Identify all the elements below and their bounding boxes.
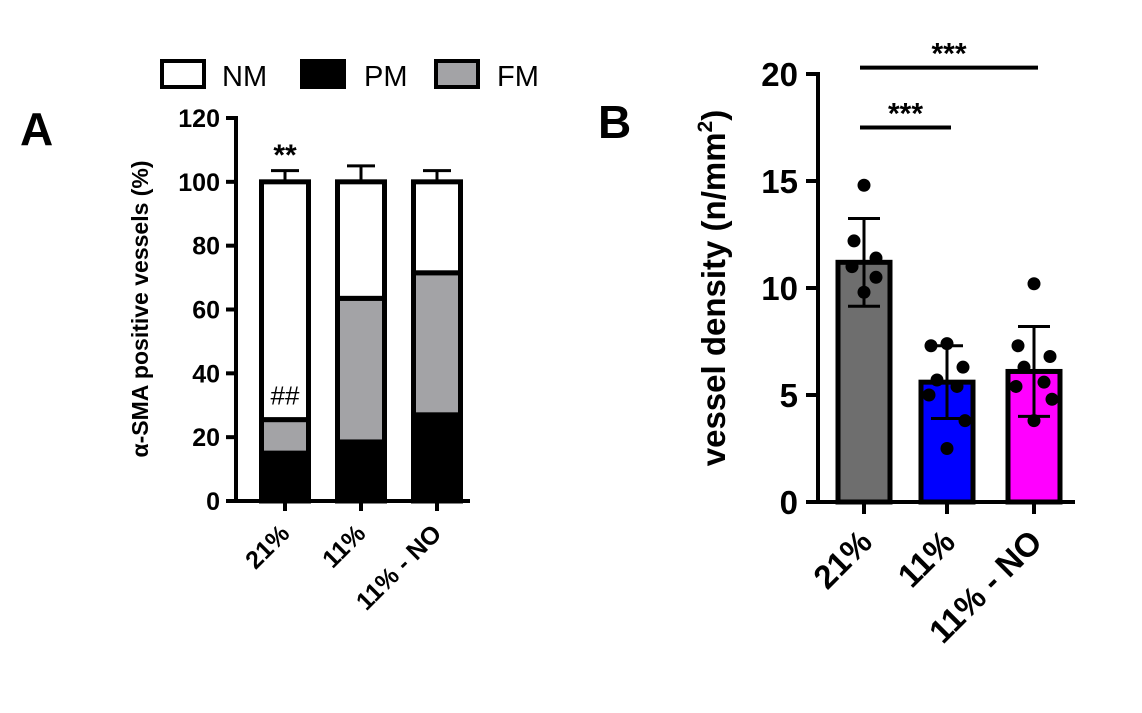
y-tick-label-a: 100	[178, 169, 220, 197]
bar-segment-pm	[259, 450, 311, 504]
data-point-b	[1027, 277, 1041, 291]
data-point-b	[1009, 379, 1023, 393]
legend-swatch-fm	[434, 59, 480, 89]
data-point-b	[1017, 360, 1031, 374]
data-point-b	[1043, 349, 1057, 363]
data-point-b	[869, 251, 883, 265]
y-axis-label-b-sup: 2	[694, 121, 717, 133]
data-point-b	[958, 414, 972, 428]
data-point-b	[930, 373, 944, 387]
y-tick-label-b: 5	[780, 377, 798, 414]
annotation-a: **	[273, 139, 297, 172]
y-tick-label-a: 40	[192, 360, 220, 388]
data-point-b	[940, 337, 954, 351]
y-axis-label-a: α-SMA positive vessels (%)	[127, 160, 153, 457]
bar-segment-pm	[335, 439, 387, 504]
panel-a-letter: A	[20, 103, 53, 155]
x-tick-label-a: 21%	[240, 519, 295, 574]
bar-segment-fm	[335, 295, 387, 445]
significance-label: ***	[931, 38, 966, 71]
x-tick-label-b: 11%	[890, 523, 962, 595]
y-tick-label-a: 120	[178, 105, 220, 133]
bar-segment-fm	[411, 270, 463, 418]
data-point-b	[847, 234, 861, 248]
bar-segment-nm	[411, 179, 463, 276]
legend-swatch-nm	[160, 59, 206, 89]
significance-label: ***	[888, 98, 923, 131]
data-point-b	[922, 388, 936, 402]
legend-label-pm: PM	[364, 61, 408, 93]
y-tick-label-b: 0	[780, 484, 798, 521]
data-point-b	[956, 360, 970, 374]
data-point-b	[1045, 392, 1059, 406]
bar-segment-fm	[259, 417, 311, 456]
legend-a: NM PM FM	[160, 59, 539, 93]
data-point-b	[869, 270, 883, 284]
bar-segment-pm	[411, 412, 463, 504]
data-point-b	[845, 260, 859, 274]
data-point-b	[857, 178, 871, 192]
legend-swatch-pm	[300, 59, 346, 89]
bar-segment-nm	[335, 179, 387, 301]
y-tick-label-b: 10	[761, 270, 798, 307]
data-point-b	[950, 379, 964, 393]
x-tick-label-b: 21%	[806, 523, 879, 596]
y-tick-label-a: 20	[192, 424, 220, 452]
data-point-b	[940, 442, 954, 455]
annotation-a: ##	[271, 380, 300, 410]
data-point-b	[924, 339, 938, 353]
data-point-b	[1027, 414, 1041, 428]
y-axis-label-b: vessel density (n/mm2)	[694, 110, 732, 467]
y-axis-label-b-main: vessel density (n/mm	[695, 132, 732, 466]
data-point-b	[857, 285, 871, 299]
legend-label-nm: NM	[222, 61, 267, 93]
data-point-b	[1037, 375, 1051, 389]
y-tick-label-b: 20	[761, 56, 798, 93]
panel-b-letter: B	[598, 96, 631, 148]
x-tick-label-a: 11%	[317, 519, 371, 573]
y-tick-label-a: 0	[206, 488, 220, 516]
y-tick-label-b: 15	[761, 163, 798, 200]
data-point-b	[1011, 339, 1025, 353]
legend-label-fm: FM	[497, 61, 539, 93]
bar-segment-nm	[259, 179, 311, 423]
y-axis-label-b-end: )	[695, 110, 732, 121]
y-tick-label-a: 60	[192, 297, 220, 325]
y-tick-label-a: 80	[192, 233, 220, 261]
